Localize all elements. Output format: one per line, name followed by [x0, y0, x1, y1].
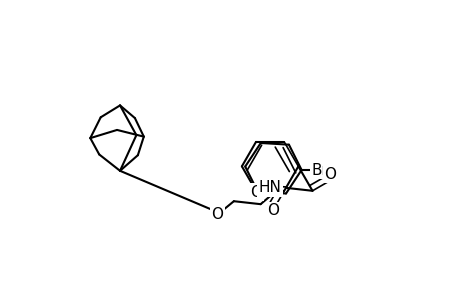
Text: O: O: [266, 203, 278, 218]
Text: O: O: [324, 167, 336, 182]
Text: HN: HN: [258, 180, 281, 195]
Text: O: O: [249, 185, 262, 200]
Text: Br: Br: [311, 163, 328, 178]
Text: O: O: [211, 207, 223, 222]
